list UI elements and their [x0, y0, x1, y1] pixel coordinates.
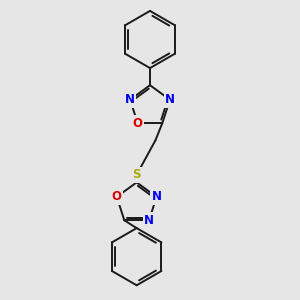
- Text: O: O: [112, 190, 122, 203]
- Text: N: N: [125, 93, 135, 106]
- Text: O: O: [133, 117, 143, 130]
- Text: N: N: [152, 190, 162, 203]
- Text: N: N: [165, 93, 175, 106]
- Text: N: N: [144, 214, 154, 227]
- Text: S: S: [132, 168, 141, 181]
